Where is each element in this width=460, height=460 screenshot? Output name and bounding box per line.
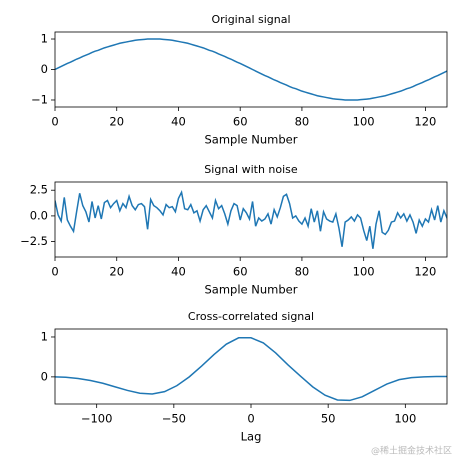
x-tick-label: −50	[162, 412, 186, 426]
x-tick-label: 40	[171, 115, 186, 129]
data-line	[55, 38, 447, 101]
x-axis-label: Sample Number	[205, 283, 298, 297]
x-tick-label: 120	[414, 265, 436, 279]
x-tick-label: 120	[414, 115, 436, 129]
x-axis-label: Sample Number	[205, 133, 298, 147]
data-line	[55, 337, 447, 402]
y-tick-label: 0	[41, 369, 48, 383]
y-tick-label: 2.5	[30, 183, 48, 197]
x-tick-label: 80	[295, 265, 310, 279]
chart-title: Original signal	[211, 13, 290, 26]
axes-frame	[54, 181, 448, 258]
x-tick-label: 100	[353, 265, 375, 279]
y-tick-label: −2.5	[20, 234, 48, 248]
watermark: @稀土掘金技术社区	[371, 445, 452, 457]
x-axis-label: Lag	[241, 430, 262, 444]
y-tick-label: 0	[41, 62, 48, 76]
x-tick-label: 100	[353, 115, 375, 129]
chart-title: Signal with noise	[204, 163, 298, 176]
axes-frame	[54, 328, 448, 405]
x-tick-label: 80	[295, 115, 310, 129]
chart-title: Cross-correlated signal	[188, 310, 314, 323]
x-tick-label: 60	[233, 265, 248, 279]
y-tick-label: 0.0	[30, 208, 48, 222]
data-line	[55, 189, 447, 249]
y-tick-label: −1	[31, 92, 48, 106]
x-tick-label: 100	[394, 412, 416, 426]
x-tick-label: 0	[51, 265, 58, 279]
x-tick-label: −100	[81, 412, 113, 426]
x-tick-label: 60	[233, 115, 248, 129]
x-tick-label: 20	[109, 115, 124, 129]
x-tick-label: 20	[109, 265, 124, 279]
x-tick-label: 50	[321, 412, 336, 426]
x-tick-label: 0	[247, 412, 254, 426]
y-tick-label: 1	[41, 329, 48, 343]
y-tick-label: 1	[41, 32, 48, 46]
x-tick-label: 0	[51, 115, 58, 129]
x-tick-label: 40	[171, 265, 186, 279]
axes-frame	[54, 31, 448, 108]
